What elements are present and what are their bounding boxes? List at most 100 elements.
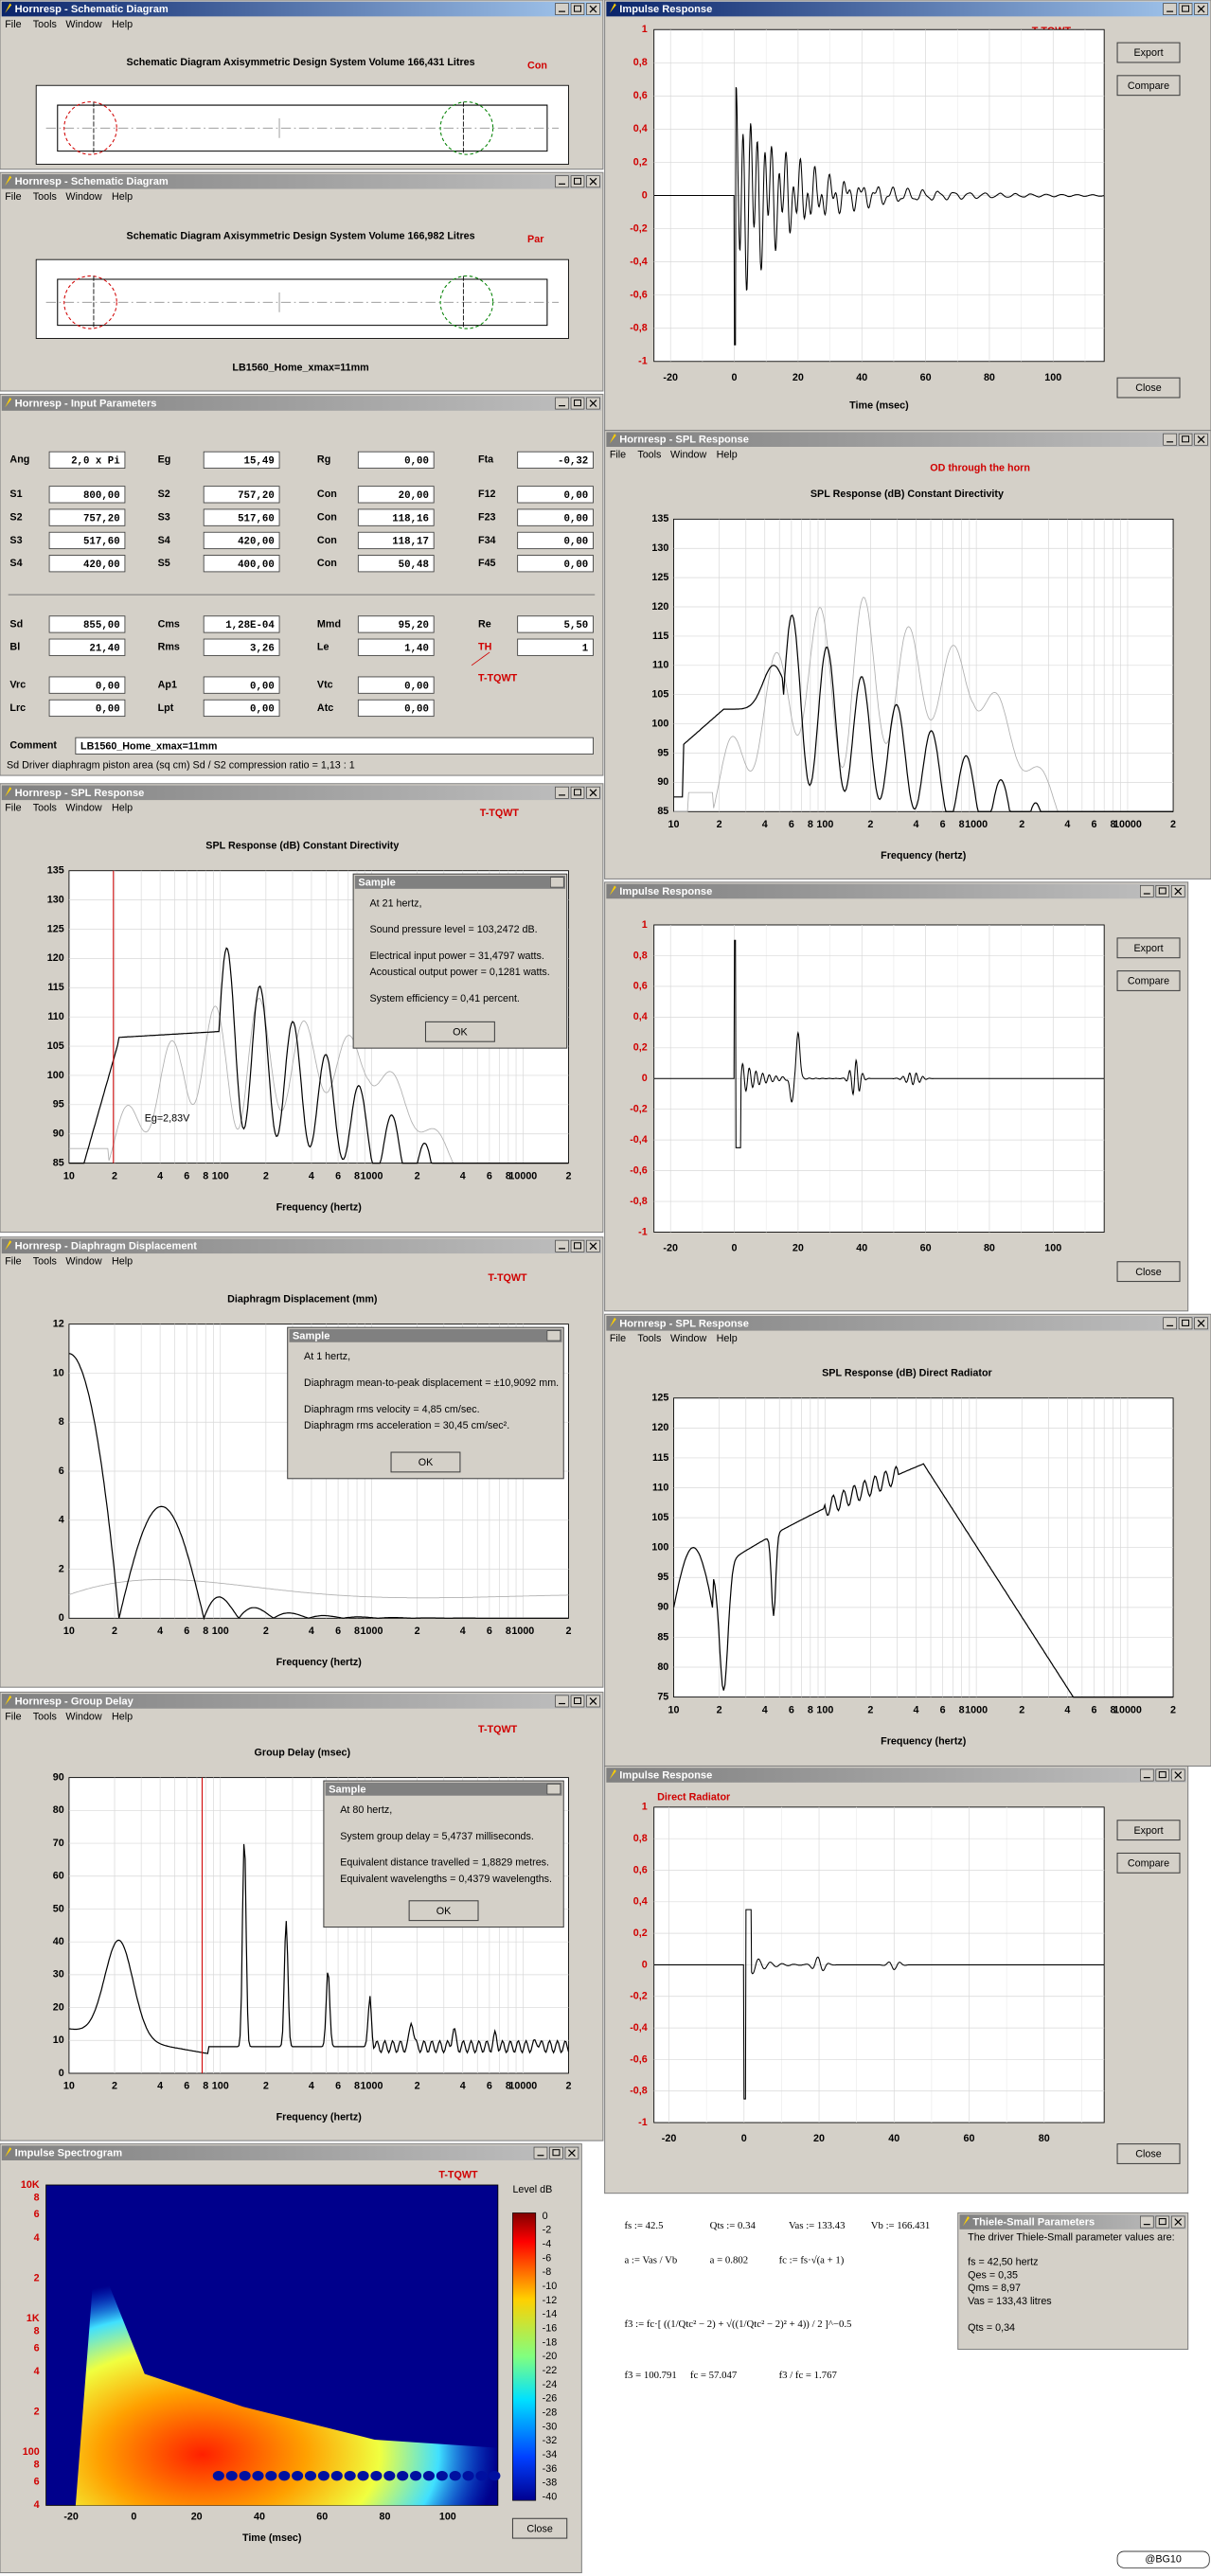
title-button-min[interactable] [555,1695,569,1708]
param-box[interactable] [357,699,435,718]
param-box[interactable] [203,615,280,633]
title-button-min[interactable] [1140,1768,1154,1782]
title-button-max[interactable] [570,175,585,188]
title-button-max[interactable] [570,1239,585,1252]
app-icon [609,3,616,13]
param-box[interactable] [357,676,435,694]
button[interactable] [1116,377,1181,399]
title-button-min[interactable] [555,1239,569,1252]
param-box[interactable] [203,508,280,526]
title-button-max[interactable] [549,2146,563,2159]
close-glyph [1197,5,1205,13]
param-label: S3 [9,535,22,546]
param-box[interactable] [203,486,280,504]
param-box[interactable] [48,531,126,550]
param-box[interactable] [48,615,126,633]
param-box[interactable] [48,451,126,470]
math-expression: a = 0.802 [710,2254,748,2265]
button[interactable] [1116,42,1181,63]
button-label: Export [1133,47,1163,59]
button[interactable] [1116,75,1181,97]
dialog-close[interactable] [550,877,564,888]
tag: T-TQWT [478,673,518,684]
y-tick-label: 12 [53,1319,64,1330]
param-box[interactable] [203,638,280,656]
param-box[interactable] [517,555,594,573]
param-box[interactable] [517,486,594,504]
x-tick-label: 6 [1092,819,1097,830]
param-value: 5,50 [563,620,588,631]
comment-box[interactable] [75,737,594,755]
param-box[interactable] [48,676,126,694]
param-box[interactable] [48,699,126,718]
param-value: 757,20 [83,513,120,524]
title-button-min[interactable] [555,175,569,188]
button[interactable] [390,1451,461,1473]
app-icon [5,1695,12,1706]
param-box[interactable] [48,508,126,526]
param-box[interactable] [203,676,280,694]
title-button-max[interactable] [570,1695,585,1708]
param-box[interactable] [203,699,280,718]
param-box[interactable] [203,451,280,470]
menu-item: File [5,1711,21,1722]
param-box[interactable] [357,508,435,526]
button[interactable] [424,1021,495,1042]
title-button-min[interactable] [1140,884,1154,897]
y-tick-label: 105 [47,1040,64,1052]
title-button-max[interactable] [1178,433,1193,446]
param-box[interactable] [517,638,594,656]
param-box[interactable] [357,615,435,633]
button[interactable] [1116,937,1181,959]
title-button-min[interactable] [1163,433,1177,446]
title-button-max[interactable] [1155,2215,1170,2229]
param-box[interactable] [357,531,435,550]
param-box[interactable] [357,555,435,573]
button[interactable] [1116,1261,1181,1283]
title-button-min[interactable] [1163,1317,1177,1330]
title-button-max[interactable] [1155,884,1170,897]
param-box[interactable] [203,555,280,573]
title-button-max[interactable] [570,3,585,15]
title-button-min[interactable] [1163,3,1177,15]
param-box[interactable] [357,638,435,656]
param-value: 1,28E-04 [225,620,275,631]
param-box[interactable] [517,531,594,550]
title-button-min[interactable] [555,786,569,799]
dialog-close[interactable] [546,1784,561,1795]
max-glyph [1158,1771,1166,1779]
title-bar [1,1238,602,1254]
title-button-max[interactable] [1178,3,1193,15]
title-button-max[interactable] [570,786,585,799]
y-tick-label: 0,2 [633,1042,648,1054]
title-button-max[interactable] [1155,1768,1170,1782]
y-tick-label: 1 [642,1802,648,1813]
y-tick-label: 1K [27,2313,40,2324]
colorbar-label: -28 [543,2407,558,2419]
param-box[interactable] [357,486,435,504]
button[interactable] [1116,1852,1181,1874]
title-button-max[interactable] [570,397,585,410]
param-box[interactable] [48,486,126,504]
param-box[interactable] [48,638,126,656]
param-box[interactable] [203,531,280,550]
button[interactable] [408,1900,479,1922]
param-box[interactable] [48,555,126,573]
param-box[interactable] [517,615,594,633]
button[interactable] [511,2517,568,2539]
y-tick-label: 85 [53,1157,64,1168]
title-button-max[interactable] [1178,1317,1193,1330]
title-button-min[interactable] [533,2146,548,2159]
param-box[interactable] [517,451,594,470]
param-box[interactable] [517,508,594,526]
title-button-min[interactable] [1140,2215,1154,2229]
title-button-min[interactable] [555,397,569,410]
param-label: F23 [478,511,496,523]
param-value: 400,00 [238,560,275,571]
title-button-min[interactable] [555,3,569,15]
button[interactable] [1116,1820,1181,1841]
dialog-close[interactable] [546,1330,561,1341]
param-box[interactable] [357,451,435,470]
button[interactable] [1116,970,1181,991]
button[interactable] [1116,2143,1181,2164]
